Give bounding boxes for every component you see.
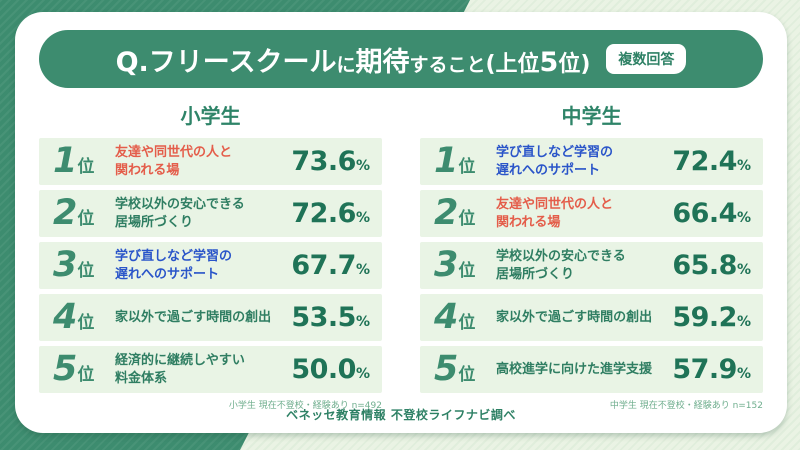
percent-unit: % <box>736 210 751 226</box>
row-value: 50.0% <box>291 354 370 385</box>
row-label: 学び直しなど学習の 遅れへのサポート <box>496 144 614 178</box>
rank-number: 3位 <box>434 245 476 285</box>
row-value: 59.2% <box>672 302 751 333</box>
rank-row: 1位 学び直しなど学習の 遅れへのサポート 72.4% <box>420 138 763 185</box>
title-segment: 期待 <box>355 46 410 78</box>
row-label: 友達や同世代の人と 関われる場 <box>496 196 614 230</box>
row-label: 経済的に継続しやすい 料金体系 <box>115 352 245 386</box>
percent-unit: % <box>736 158 751 174</box>
rank-row: 2位 友達や同世代の人と 関われる場 66.4% <box>420 190 763 237</box>
percent-unit: % <box>355 158 370 174</box>
row-label: 学校以外の安心できる 居場所づくり <box>115 196 245 230</box>
column-junior-high: 中学生 1位 学び直しなど学習の 遅れへのサポート 72.4% 2位 友達や同世… <box>420 96 763 411</box>
percent-unit: % <box>736 314 751 330</box>
title-segment: Q. <box>115 46 149 78</box>
row-label: 高校進学に向けた進学支援 <box>496 361 653 377</box>
rank-row: 5位 経済的に継続しやすい 料金体系 50.0% <box>39 346 382 393</box>
title-segment: に <box>336 53 356 76</box>
rank-row: 2位 学校以外の安心できる 居場所づくり 72.6% <box>39 190 382 237</box>
rank-row: 1位 友達や同世代の人と 関われる場 73.6% <box>39 138 382 185</box>
rank-row: 4位 家以外で過ごす時間の創出 59.2% <box>420 294 763 341</box>
title-segment: (上位 <box>485 51 540 77</box>
question-title: Q. フリースクール に 期待 すること (上位 5 位) <box>116 40 591 79</box>
row-label: 学び直しなど学習の 遅れへのサポート <box>115 248 233 282</box>
percent-unit: % <box>355 366 370 382</box>
sample-note-elementary: 小学生 現在不登校・経験あり n=492 <box>228 401 382 411</box>
percent-unit: % <box>736 366 751 382</box>
source-credit: ベネッセ教育情報 不登校ライフナビ調べ <box>286 408 516 422</box>
row-value: 65.8% <box>672 250 751 281</box>
multiple-answer-badge: 複数回答 <box>606 44 687 74</box>
row-label: 学校以外の安心できる 居場所づくり <box>496 248 626 282</box>
percent-unit: % <box>355 314 370 330</box>
ranking-columns: 小学生 1位 友達や同世代の人と 関われる場 73.6% 2位 学校以外の安心で… <box>39 96 763 411</box>
rank-number: 2位 <box>434 193 476 233</box>
rank-row: 3位 学校以外の安心できる 居場所づくり 65.8% <box>420 242 763 289</box>
sample-note-junior-high: 中学生 現在不登校・経験あり n=152 <box>609 401 763 411</box>
percent-unit: % <box>355 210 370 226</box>
row-value: 67.7% <box>291 250 370 281</box>
rank-number: 3位 <box>53 245 95 285</box>
question-header: Q. フリースクール に 期待 すること (上位 5 位) 複数回答 <box>39 30 763 88</box>
row-value: 73.6% <box>291 146 370 177</box>
column-elementary: 小学生 1位 友達や同世代の人と 関われる場 73.6% 2位 学校以外の安心で… <box>39 96 382 411</box>
content-card: Q. フリースクール に 期待 すること (上位 5 位) 複数回答 小学生 1… <box>15 12 787 433</box>
title-segment: フリースクール <box>148 46 337 78</box>
row-label: 家以外で過ごす時間の創出 <box>496 309 653 325</box>
rank-number: 4位 <box>53 297 95 337</box>
rank-row: 5位 高校進学に向けた進学支援 57.9% <box>420 346 763 393</box>
row-value: 57.9% <box>672 354 751 385</box>
rank-number: 1位 <box>434 141 476 181</box>
column-title-elementary: 小学生 <box>180 104 241 128</box>
percent-unit: % <box>736 262 751 278</box>
row-label: 友達や同世代の人と 関われる場 <box>115 144 233 178</box>
row-label: 家以外で過ごす時間の創出 <box>115 309 272 325</box>
rank-number: 5位 <box>434 349 476 389</box>
column-title-junior-high: 中学生 <box>561 104 622 128</box>
rank-number: 4位 <box>434 297 476 337</box>
row-value: 72.6% <box>291 198 370 229</box>
rank-row: 4位 家以外で過ごす時間の創出 53.5% <box>39 294 382 341</box>
rank-row: 3位 学び直しなど学習の 遅れへのサポート 67.7% <box>39 242 382 289</box>
row-value: 53.5% <box>291 302 370 333</box>
title-segment: 位) <box>558 51 591 77</box>
title-segment: 5 <box>539 46 559 78</box>
rank-number: 2位 <box>53 193 95 233</box>
row-value: 72.4% <box>672 146 751 177</box>
row-value: 66.4% <box>672 198 751 229</box>
title-segment: すること <box>409 53 486 76</box>
percent-unit: % <box>355 262 370 278</box>
rank-number: 5位 <box>53 349 95 389</box>
rank-number: 1位 <box>53 141 95 181</box>
